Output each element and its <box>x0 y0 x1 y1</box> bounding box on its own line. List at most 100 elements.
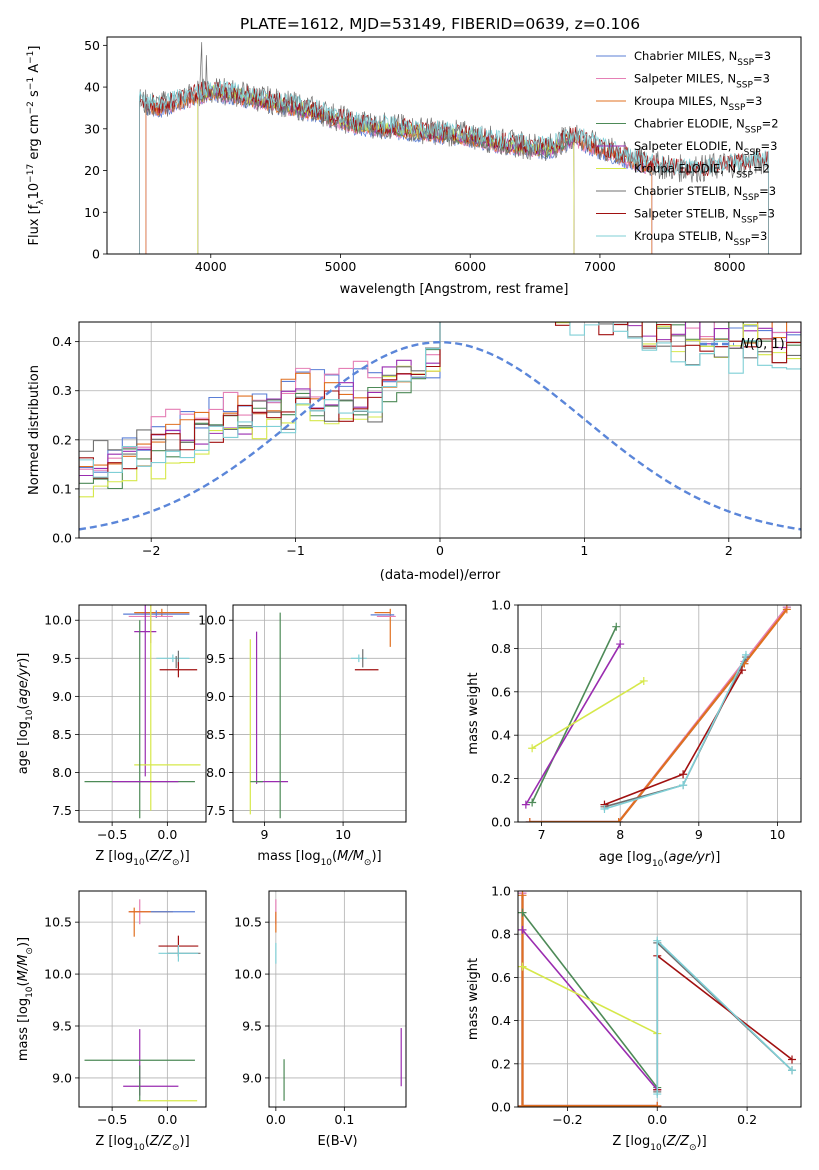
normal-reference-curve <box>79 340 801 531</box>
spectrum-legend: Chabrier MILES, NSSP=3 Salpeter MILES, NS… <box>596 49 779 248</box>
mass-weight-vs-age-marker-8-2 <box>741 650 750 659</box>
legend-entry-2: Kroupa MILES, NSSP=3 <box>634 94 762 113</box>
residuals-ylabel: Normed distribution <box>27 365 42 495</box>
age-vs-mass-ytick-label-3: 9.0 <box>206 689 226 704</box>
spectrum-xtick-label-0: 4000 <box>195 259 227 274</box>
mass-weight-vs-Z-ytick-label-3: 0.6 <box>491 970 511 985</box>
mass-weight-vs-age-ytick-label-3: 0.6 <box>491 684 511 699</box>
mass-weight-vs-age-ytick-label-4: 0.8 <box>491 641 511 656</box>
mass-weight-vs-Z-marker-2-2 <box>653 1101 662 1107</box>
legend-entry-1: Salpeter MILES, NSSP=3 <box>634 72 770 91</box>
mass-weight-vs-age-marker-2-1 <box>614 818 623 822</box>
spectrum-series-7 <box>139 80 769 254</box>
age-vs-Z-ytick-label-4: 9.5 <box>52 651 72 666</box>
spectrum-ytick-label-2: 20 <box>84 163 100 178</box>
residuals-xlabel: (data-model)/error <box>380 568 501 583</box>
mass-vs-Z-ytick-label-2: 10.0 <box>44 967 72 982</box>
mass-vs-Z-xlabel: Z [log10(Z/Z⊙)] <box>95 1134 189 1153</box>
mass-weight-vs-Z-series-5 <box>522 965 658 1035</box>
mass-weight-vs-Z-series-8 <box>656 938 793 1095</box>
mass-weight-vs-Z-ytick-label-2: 0.4 <box>491 1013 511 1028</box>
mass-weight-vs-age-marker-3-1 <box>612 622 621 631</box>
age-vs-Z-errorbar-10 <box>156 654 190 663</box>
mass-weight-vs-age-series-1 <box>529 606 788 822</box>
mass-weight-vs-age-series-3 <box>531 626 617 803</box>
age-vs-Z-plot-area <box>84 605 201 819</box>
mass-weight-vs-age-panel: 7 8 9 10 0.0 0.2 0.4 0.6 0.8 1.0 age [log10(age/yr… <box>466 598 802 869</box>
spectrum-ylabel: Flux [fλ10−17 erg cm−2 s−1 A−1] <box>26 46 46 246</box>
mass-weight-vs-age-ytick-label-2: 0.4 <box>491 728 511 743</box>
mass-weight-vs-age-series-0 <box>529 606 788 822</box>
legend-entry-6: Chabrier STELIB, NSSP=3 <box>634 184 776 203</box>
mass-vs-ebv-ytick-label-2: 10.0 <box>234 967 262 982</box>
age-vs-Z-xtick-label-0: −0.5 <box>97 827 127 842</box>
residuals-ytick-label-0: 0.0 <box>52 531 72 546</box>
age-vs-mass-xtick-label-0: 9 <box>260 827 268 842</box>
spectrum-series-5 <box>197 84 575 254</box>
mass-weight-vs-Z-marker-4-0 <box>518 925 527 934</box>
mass-weight-vs-Z-ytick-label-4: 0.8 <box>491 927 511 942</box>
mass-weight-vs-age-marker-3-0 <box>528 798 537 807</box>
mass-weight-vs-Z-series-7 <box>656 954 793 1090</box>
spectrum-ytick-label-4: 40 <box>84 80 100 95</box>
mass-weight-vs-age-xtick-label-1: 8 <box>616 827 624 842</box>
mass-weight-vs-age-marker-7-1 <box>679 770 688 779</box>
spectrum-xtick-label-3: 7000 <box>584 259 616 274</box>
mass-weight-vs-age-xlabel: age [log10(age/yr)] <box>599 850 721 869</box>
age-vs-Z-frame <box>78 604 207 823</box>
mass-weight-vs-Z-series-6 <box>656 940 793 1092</box>
spectrum-xtick-label-4: 8000 <box>714 259 746 274</box>
mass-weight-vs-age-ytick-label-0: 0.0 <box>491 815 511 830</box>
mass-weight-vs-age-frame <box>517 604 802 823</box>
spectrum-ytick-label-1: 10 <box>84 205 100 220</box>
legend-entry-5: Kroupa ELODIE, NSSP=2 <box>634 162 770 181</box>
mass-weight-vs-Z-ytick-label-5: 1.0 <box>491 884 511 899</box>
age-vs-mass-xlabel: mass [log10(M/M⊙)] <box>257 849 381 868</box>
spectrum-xtick-label-1: 5000 <box>325 259 357 274</box>
age-vs-mass-xtick-label-1: 10 <box>335 827 351 842</box>
mass-vs-Z-xtick-label-1: 0.0 <box>157 1112 177 1127</box>
age-vs-mass-errorbar-4 <box>350 654 367 663</box>
mass-vs-Z-ytick-label-1: 9.5 <box>52 1019 72 1034</box>
mass-weight-vs-Z-xtick-label-1: 0.0 <box>647 1112 667 1127</box>
residuals-ytick-label-1: 0.1 <box>52 481 72 496</box>
residuals-histogram-8 <box>79 322 801 495</box>
mass-weight-vs-Z-panel: −0.2 0.0 0.2 0.0 0.2 0.4 0.6 0.8 1.0 Z [log10(Z/Z… <box>466 884 802 1153</box>
mass-vs-ebv-frame <box>268 890 407 1108</box>
mass-weight-vs-Z-marker-8-2 <box>788 1066 797 1075</box>
age-vs-Z-ytick-label-3: 9.0 <box>52 689 72 704</box>
legend-entry-8: Kroupa STELIB, NSSP=3 <box>634 229 767 248</box>
mass-weight-vs-Z-ytick-label-0: 0.0 <box>491 1100 511 1115</box>
mass-weight-vs-age-xtick-label-2: 9 <box>695 827 703 842</box>
mass-weight-vs-Z-marker-8-1 <box>653 936 662 945</box>
mass-vs-ebv-xlabel: E(B-V) <box>317 1134 357 1149</box>
age-vs-Z-panel: −0.5 0.0 7.5 8.0 8.5 9.0 9.5 10.0 Z [log10(Z/Z⊙)… <box>16 604 207 868</box>
mass-weight-vs-age-series-6 <box>604 656 747 808</box>
age-vs-Z-ytick-label-5: 10.0 <box>44 613 72 628</box>
mass-weight-vs-age-plot-area <box>521 605 791 822</box>
residuals-legend-label: N(0, 1) <box>740 337 785 352</box>
mass-vs-Z-panel: −0.5 0.0 9.0 9.5 10.0 10.5 Z [log10(Z/Z⊙)] mass… <box>16 890 207 1153</box>
mass-weight-vs-Z-series-4 <box>521 929 658 1091</box>
mass-weight-vs-age-marker-2-3 <box>782 605 791 614</box>
spectrum-plot-area <box>139 42 769 254</box>
mass-vs-ebv-ytick-label-0: 9.0 <box>242 1070 262 1085</box>
mass-vs-ebv-ytick-label-3: 10.5 <box>234 915 262 930</box>
figure-title: PLATE=1612, MJD=53149, FIBERID=0639, z=0… <box>240 15 640 33</box>
mass-weight-vs-Z-xtick-label-2: 0.2 <box>737 1112 757 1127</box>
spectrum-frame <box>106 36 802 255</box>
mass-weight-vs-age-series-5 <box>531 680 645 749</box>
legend-entry-3: Chabrier ELODIE, NSSP=2 <box>634 117 779 136</box>
mass-vs-Z-xtick-label-0: −0.5 <box>97 1112 127 1127</box>
mass-vs-Z-ytick-label-0: 9.0 <box>52 1070 72 1085</box>
spectrum-series-2 <box>145 87 653 254</box>
mass-weight-vs-Z-ylabel: mass weight <box>466 958 481 1040</box>
age-vs-Z-ytick-label-0: 7.5 <box>52 803 72 818</box>
mass-vs-ebv-panel: 0.0 0.1 9.0 9.5 10.0 10.5 E(B-V) <box>234 890 407 1149</box>
mass-weight-vs-Z-marker-8-0 <box>653 1090 662 1099</box>
mass-weight-vs-Z-marker-3-0 <box>518 908 527 917</box>
mass-weight-vs-age-marker-5-1 <box>639 676 648 685</box>
mass-weight-vs-Z-frame <box>517 890 802 1108</box>
mass-vs-ebv-xtick-label-1: 0.1 <box>334 1112 354 1127</box>
mass-weight-vs-Z-marker-2-1 <box>518 1101 527 1107</box>
